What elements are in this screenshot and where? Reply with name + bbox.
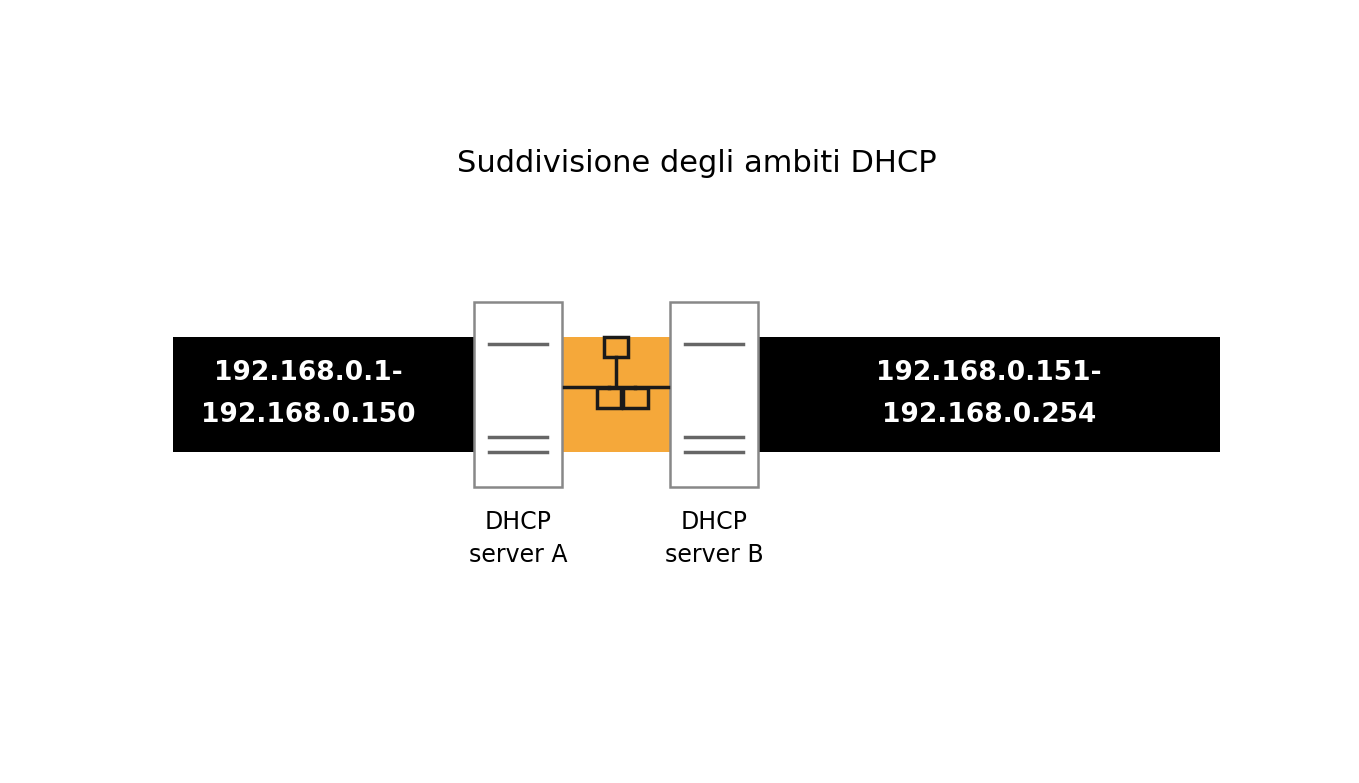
Text: DHCP
server B: DHCP server B	[665, 510, 764, 567]
Bar	[563, 337, 670, 452]
Bar	[622, 388, 648, 408]
Bar	[597, 388, 621, 408]
Text: 192.168.0.1-
192.168.0.150: 192.168.0.1- 192.168.0.150	[201, 360, 416, 428]
Text: DHCP
server A: DHCP server A	[469, 510, 567, 567]
Text: 192.168.0.151-
192.168.0.254: 192.168.0.151- 192.168.0.254	[877, 360, 1102, 428]
Bar	[174, 337, 473, 452]
Bar	[758, 337, 1219, 452]
Bar	[473, 302, 563, 487]
Bar	[603, 337, 628, 356]
Bar	[670, 302, 758, 487]
Text: Suddivisione degli ambiti DHCP: Suddivisione degli ambiti DHCP	[457, 149, 936, 178]
